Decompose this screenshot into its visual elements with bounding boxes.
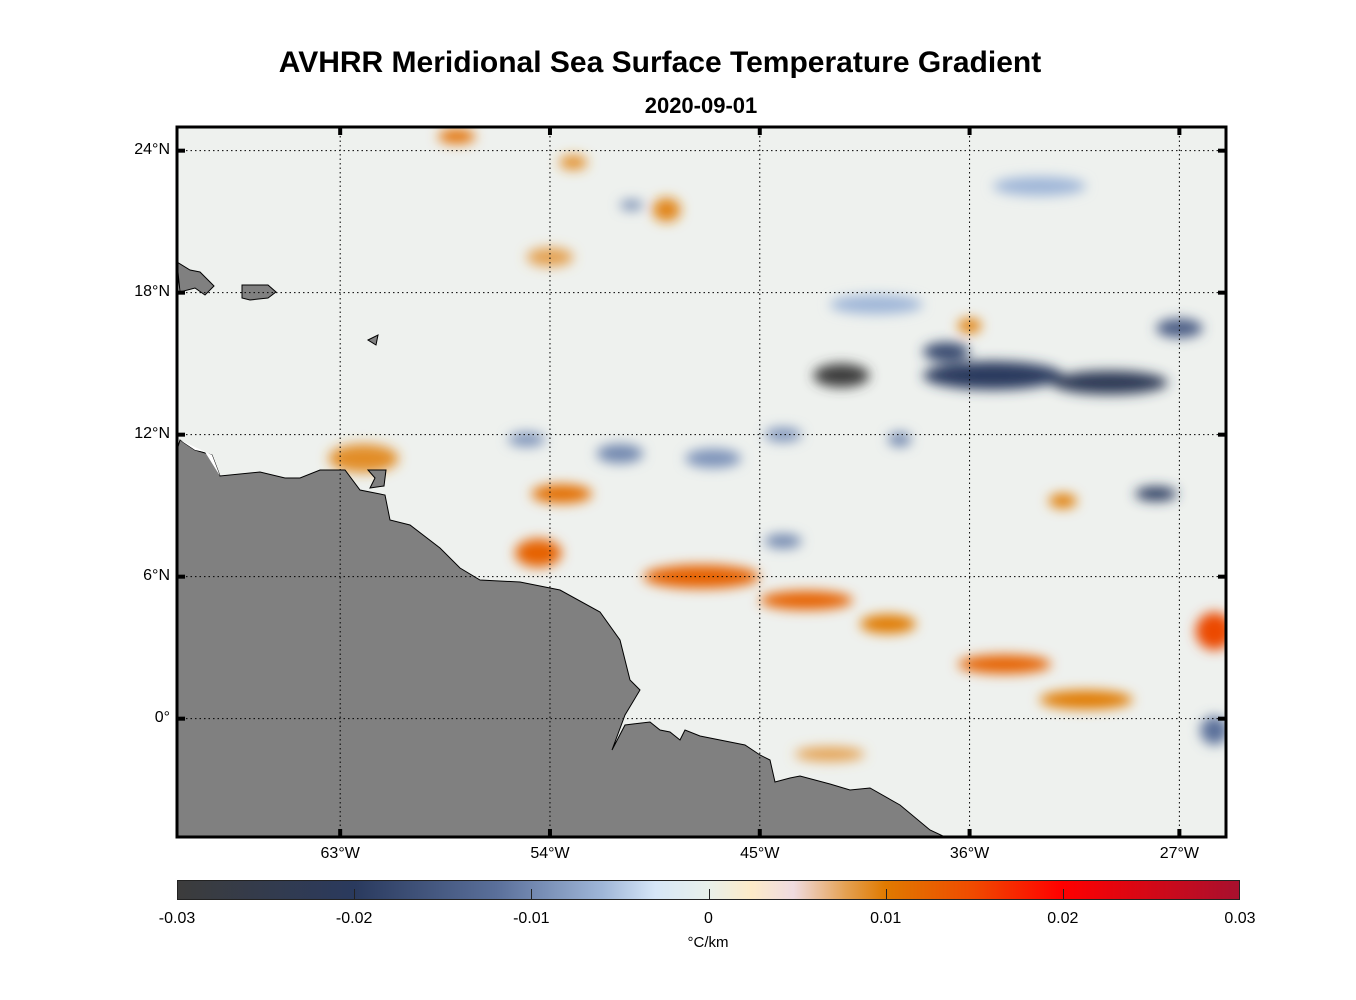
colorbar-tick <box>1062 889 1064 900</box>
gradient-feature <box>643 564 760 589</box>
gradient-feature <box>829 295 923 314</box>
lon-tick-label: 63°W <box>320 845 360 862</box>
colorbar-tick <box>885 889 887 900</box>
colorbar-tick <box>354 889 356 900</box>
gradient-feature <box>794 747 865 762</box>
map-frame <box>175 125 1228 839</box>
gradient-feature <box>887 432 912 447</box>
colorbar-tick-label: 0.03 <box>1224 910 1256 927</box>
gradient-feature <box>531 484 592 504</box>
island-trinidad <box>366 469 387 489</box>
gradient-feature <box>438 129 476 144</box>
colorbar-tick-label: 0.01 <box>870 910 902 927</box>
gradient-feature <box>1135 486 1178 501</box>
chart-title: AVHRR Meridional Sea Surface Temperature… <box>278 46 1042 79</box>
colorbar-tick-label: 0 <box>704 910 713 927</box>
lon-tick-label: 36°W <box>949 845 990 862</box>
gradient-feature <box>759 590 854 610</box>
sst-gradient-field <box>328 129 1226 762</box>
gradient-feature <box>764 427 802 442</box>
colorbar-tick-label: -0.02 <box>335 910 373 927</box>
gradient-feature <box>922 342 970 362</box>
gradient-feature <box>1039 690 1133 710</box>
coast-mask <box>180 440 220 476</box>
lon-tick-label: 45°W <box>740 845 780 862</box>
gradient-feature <box>957 654 1052 674</box>
gradient-feature <box>813 363 870 388</box>
gradient-feature <box>596 444 644 464</box>
gradient-feature <box>992 176 1087 196</box>
colorbar-tick <box>708 889 710 900</box>
gradient-feature <box>328 444 399 473</box>
gradient-feature <box>559 155 588 170</box>
gradient-feature <box>1156 318 1203 338</box>
colorbar-tick-label: -0.03 <box>158 910 196 927</box>
lon-tick-label: 54°W <box>530 845 570 862</box>
gradient-feature <box>860 614 916 634</box>
gradient-feature <box>526 247 574 267</box>
lat-tick-label: 12°N <box>134 424 170 442</box>
gradient-feature <box>652 198 681 222</box>
gradient-feature <box>922 361 1063 390</box>
gradient-feature <box>619 200 644 210</box>
island-guadeloupe <box>366 334 379 346</box>
colorbar-unit-label: °C/km <box>687 934 729 951</box>
gradient-feature <box>515 538 562 568</box>
lat-tick-label: 6°N <box>143 566 170 584</box>
lon-tick-label: 27°W <box>1159 845 1200 862</box>
gradient-feature <box>1195 612 1226 651</box>
colorbar-tick-label: 0.02 <box>1047 910 1079 927</box>
gradient-feature <box>1051 370 1168 395</box>
colorbar-tick <box>531 889 533 900</box>
lat-tick-label: 18°N <box>134 282 170 300</box>
colorbar-tick-label: -0.01 <box>513 910 550 927</box>
gradient-feature <box>508 432 546 447</box>
gradient-feature <box>1048 493 1077 509</box>
gradient-feature <box>685 448 742 468</box>
south-america-land <box>177 439 946 837</box>
lat-tick-label: 24°N <box>134 140 170 158</box>
lat-tick-label: 0° <box>154 708 170 726</box>
gradient-feature <box>1200 716 1226 745</box>
gradient-feature <box>764 534 802 549</box>
chart-subtitle: 2020-09-01 <box>644 93 758 118</box>
